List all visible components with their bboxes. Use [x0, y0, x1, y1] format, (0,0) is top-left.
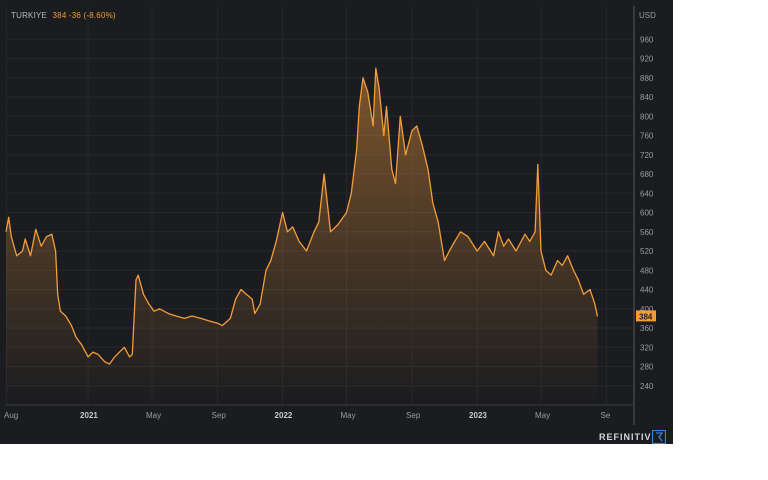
y-tick-label: 360 — [640, 324, 654, 333]
y-tick-label: 720 — [640, 151, 654, 160]
y-axis-unit-label: USD — [639, 11, 656, 20]
x-tick-label: 2023 — [469, 411, 487, 420]
x-tick-label: May — [341, 411, 356, 420]
series-line — [5, 67, 599, 365]
brand-name: REFINITIV — [599, 432, 652, 442]
y-tick-label: 600 — [640, 209, 654, 218]
y-tick-label: 280 — [640, 363, 654, 372]
y-tick-label: 480 — [640, 266, 654, 275]
x-tick-label: Sep — [406, 411, 421, 420]
y-tick-label: 400 — [640, 305, 654, 314]
y-tick-label: 840 — [640, 93, 654, 102]
series-legend: TURKIYE 384 -36 (-8.60%) — [11, 11, 116, 20]
y-tick-label: 320 — [640, 343, 654, 352]
refinitiv-logo-icon — [652, 430, 666, 444]
y-tick-label: 960 — [640, 35, 654, 44]
last-value-label: 384 — [639, 312, 653, 321]
y-tick-label: 880 — [640, 74, 654, 83]
y-tick-label: 520 — [640, 247, 654, 256]
x-tick-label: Se — [601, 411, 611, 420]
y-tick-label: 800 — [640, 112, 654, 121]
y-tick-label: 240 — [640, 382, 654, 391]
y-axis-ticks: 240 280 320 360 400 440 480 520 560 600 640 680 720 7… — [640, 35, 654, 391]
legend-change: -36 (-8.60%) — [68, 11, 116, 20]
y-tick-label: 440 — [640, 286, 654, 295]
series-area — [6, 68, 598, 405]
x-tick-label: Sep — [212, 411, 227, 420]
legend-series-name: TURKIYE — [11, 11, 48, 20]
chart-svg: 240 280 320 360 400 440 480 520 560 600 640 680 720 7… — [4, 6, 656, 425]
y-tick-label: 640 — [640, 189, 654, 198]
x-tick-label: 2022 — [275, 411, 293, 420]
y-tick-label: 760 — [640, 132, 654, 141]
chart-panel: 240 280 320 360 400 440 480 520 560 600 640 680 720 7… — [0, 0, 673, 444]
y-tick-label: 920 — [640, 55, 654, 64]
x-tick-label: May — [146, 411, 161, 420]
x-tick-label: 2021 — [80, 411, 98, 420]
x-tick-label: May — [535, 411, 550, 420]
y-tick-label: 680 — [640, 170, 654, 179]
x-tick-label: Aug — [4, 411, 18, 420]
x-axis-ticks: Aug 2021 May Sep 2022 May Sep 2023 May Se — [4, 411, 611, 420]
y-tick-label: 560 — [640, 228, 654, 237]
legend-last-value: 384 — [52, 11, 67, 20]
last-value-badge — [636, 310, 656, 322]
